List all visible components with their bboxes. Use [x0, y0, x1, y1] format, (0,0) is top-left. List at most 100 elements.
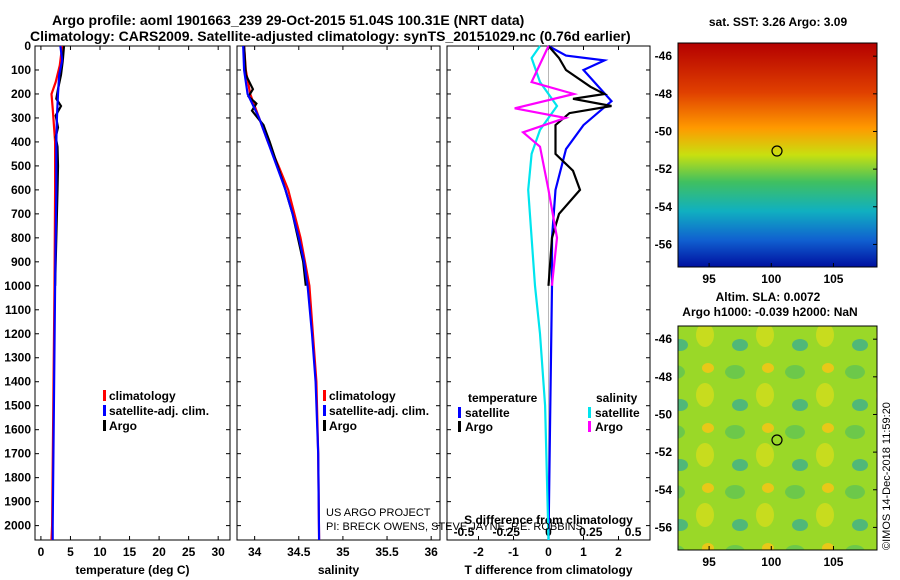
legend-swatch [323, 420, 326, 431]
y-tick-label: 0 [24, 39, 31, 53]
legend-entry: satellite [465, 406, 510, 420]
y-tick-label: 2000 [4, 519, 31, 533]
legend-entry: Argo [595, 420, 623, 434]
y-tick-label: 600 [11, 183, 31, 197]
x-tick-label: 10 [93, 545, 107, 559]
y-tick-label: 1400 [4, 375, 31, 389]
y-tick-label: 1500 [4, 399, 31, 413]
difference-series-s-satellite [527, 45, 559, 541]
legend-entry: Argo [465, 420, 493, 434]
y-tick-label: 1200 [4, 327, 31, 341]
sst-argo-position-marker [771, 145, 783, 157]
legend-entry: satellite-adj. clim. [109, 404, 209, 418]
credit-project: US ARGO PROJECT [326, 507, 431, 519]
credit-pi: PI: BRECK OWENS, STEVE JAYNE, P.E. ROBBI… [326, 521, 583, 533]
map-y-tick-label: -54 [655, 200, 673, 214]
x-top-tick-label: 0.5 [625, 525, 642, 539]
y-tick-label: 200 [11, 87, 31, 101]
salinity-series-satellite-adj-clim- [242, 45, 321, 541]
y-tick-label: 1900 [4, 495, 31, 509]
y-tick-label: 1700 [4, 447, 31, 461]
legend-swatch [458, 407, 461, 418]
map-y-tick-label: -52 [655, 162, 673, 176]
legend-entry: Argo [329, 419, 357, 433]
temperature-series-satellite-adj-clim- [51, 45, 64, 540]
map-x-tick-label: 105 [823, 555, 843, 569]
temperature-axes-frame [34, 45, 231, 541]
y-tick-label: 1000 [4, 279, 31, 293]
legend-swatch [323, 390, 326, 401]
y-tick-label: 700 [11, 207, 31, 221]
salinity-x-axis-label: salinity [318, 563, 360, 577]
x-tick-label: 0 [38, 545, 45, 559]
x-tick-label: 30 [212, 545, 226, 559]
x-top-tick-label: 0.25 [579, 525, 603, 539]
map-y-tick-label: -56 [655, 520, 673, 534]
difference-series-t-argo [547, 45, 612, 286]
difference-panel: -2 -1 0 1 2 T difference from climatology -0.5… [446, 45, 651, 577]
x-tick-label: 20 [152, 545, 166, 559]
y-tick-label: 900 [11, 255, 31, 269]
legend-entry: Argo [109, 419, 137, 433]
sla-map: Altim. SLA: 0.0072 Argo h1000: -0.039 h2… [655, 290, 878, 569]
sla-argo-position-marker [771, 434, 783, 446]
x-top-tick-label: -0.5 [454, 525, 475, 539]
map-x-tick-label: 100 [761, 272, 781, 286]
legend-entry: climatology [109, 389, 176, 403]
difference-x-axis-label: T difference from climatology [464, 563, 632, 577]
y-tick-label: 400 [11, 135, 31, 149]
x-top-tick-label: -0.25 [493, 525, 521, 539]
map-y-tick-label: -50 [655, 407, 673, 421]
figure-title-line2: Climatology: CARS2009. Satellite-adjuste… [30, 28, 631, 44]
figure-title-line1: Argo profile: aoml 1901663_239 29-Oct-20… [52, 12, 525, 28]
legend-swatch [588, 407, 591, 418]
map-y-tick-label: -46 [655, 49, 673, 63]
x-tick-label: 15 [123, 545, 137, 559]
legend-swatch [103, 420, 106, 431]
y-tick-label: 1800 [4, 471, 31, 485]
x-tick-label: 35 [336, 545, 350, 559]
y-tick-label: 300 [11, 111, 31, 125]
y-tick-label: 1100 [5, 303, 31, 317]
x-tick-label: 25 [182, 545, 196, 559]
map-y-tick-label: -50 [655, 124, 673, 138]
sst-map-title: sat. SST: 3.26 Argo: 3.09 [709, 15, 848, 29]
sla-map-title-line2: Argo h1000: -0.039 h2000: NaN [682, 305, 857, 319]
x-tick-label: 5 [67, 545, 74, 559]
y-tick-label: 1600 [4, 423, 31, 437]
sst-map-image [677, 42, 878, 268]
map-y-tick-label: -48 [655, 370, 673, 384]
legend-salinity-heading: salinity [596, 391, 638, 405]
x-tick-label: 35.5 [375, 545, 399, 559]
map-x-tick-label: 95 [702, 272, 716, 286]
x-tick-label: 34 [248, 545, 262, 559]
x-tick-label: 2 [615, 545, 622, 559]
map-x-tick-label: 105 [823, 272, 843, 286]
temperature-x-axis-label: temperature (deg C) [75, 563, 189, 577]
map-y-tick-label: -54 [655, 483, 673, 497]
y-tick-label: 800 [11, 231, 31, 245]
sla-map-title-line1: Altim. SLA: 0.0072 [716, 290, 821, 304]
y-tick-label: 500 [11, 159, 31, 173]
legend-entry: satellite [595, 406, 640, 420]
map-x-tick-label: 100 [761, 555, 781, 569]
x-tick-label: 1 [580, 545, 587, 559]
y-tick-label: 100 [11, 63, 31, 77]
map-y-tick-label: -52 [655, 445, 673, 459]
credit-imos: ©IMOS 14-Dec-2018 11:59:20 [881, 402, 893, 550]
temperature-panel: 0100200300400500600700800900100011001200… [4, 39, 231, 577]
salinity-axes-frame [236, 45, 441, 541]
legend-entry: satellite-adj. clim. [329, 404, 429, 418]
map-y-tick-label: -48 [655, 87, 673, 101]
salinity-panel: 34 34.5 35 35.5 36 salinity climatologysatelli… [236, 45, 441, 577]
legend-swatch [323, 405, 326, 416]
legend-temperature-heading: temperature [468, 391, 538, 405]
x-tick-label: 36 [424, 545, 438, 559]
difference-series-s-argo [514, 45, 579, 286]
sst-map: sat. SST: 3.26 Argo: 3.09 95 100 105 -46 -48… [655, 15, 878, 286]
y-tick-label: 1300 [4, 351, 31, 365]
sla-map-image [677, 325, 878, 551]
x-tick-label: 34.5 [287, 545, 311, 559]
x-tick-label: 0 [545, 545, 552, 559]
